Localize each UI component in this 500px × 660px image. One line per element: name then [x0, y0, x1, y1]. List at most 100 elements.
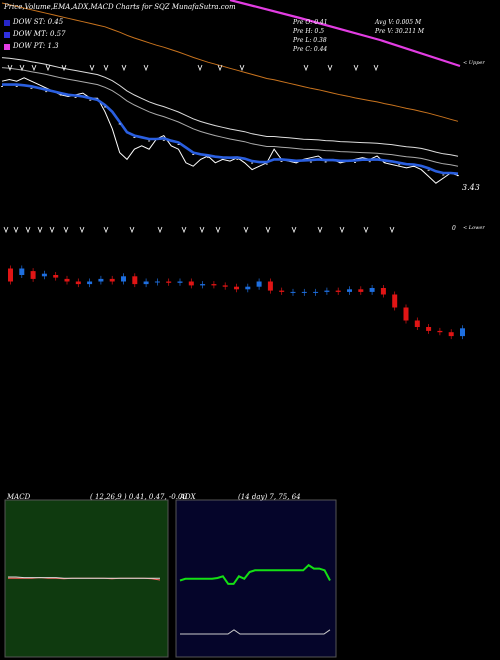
signal-chevron-lower: [339, 226, 345, 234]
candle-body: [64, 278, 70, 282]
stat-pre-open: Pre O: 0.41: [293, 19, 328, 26]
stat-pre-volume: Pre V: 30.211 M: [375, 28, 425, 35]
candle-body: [30, 271, 36, 279]
candle-body: [132, 276, 138, 285]
candle-body: [211, 284, 217, 286]
candle-body: [143, 281, 149, 285]
signal-chevron-upper: [303, 64, 309, 72]
signal-chevron-lower: [103, 226, 109, 234]
candle-body: [279, 290, 285, 292]
candle-body: [166, 281, 172, 283]
candle-body: [324, 290, 330, 292]
signal-chevron-lower: [25, 226, 31, 234]
signal-chevron-lower: [63, 226, 69, 234]
candle-body: [460, 328, 465, 337]
candle-body: [448, 332, 454, 337]
signal-chevron-lower: [3, 226, 9, 234]
candle-body: [403, 307, 409, 321]
price-line: [1, 77, 459, 184]
candle-body: [290, 291, 296, 293]
candle-body: [437, 330, 443, 333]
signal-chevron-lower: [181, 226, 187, 234]
macd-signal-line: [8, 576, 160, 579]
signal-chevron-upper: [89, 64, 95, 72]
candle-body: [392, 294, 398, 308]
candle-body: [369, 288, 375, 292]
signal-chevron-lower: [389, 226, 395, 234]
candle-body: [53, 275, 59, 278]
signal-chevron-lower: [265, 226, 271, 234]
signal-chevron-lower: [37, 226, 43, 234]
legend-label: DOW PT: 1.3: [13, 42, 59, 50]
candle-body: [200, 284, 206, 286]
candle-body: [256, 281, 262, 287]
adx-label: ADX: [180, 493, 196, 501]
signal-chevron-upper: [239, 64, 245, 72]
signal-chevron-upper: [7, 64, 13, 72]
candle-body: [87, 281, 93, 285]
signal-chevron-upper: [45, 64, 51, 72]
ema-upper-line: [1, 57, 459, 157]
candle-body: [154, 281, 160, 283]
signal-chevron-lower: [199, 226, 205, 234]
candle-body: [245, 286, 251, 290]
stat-avg-volume: Avg V: 0.005 M: [375, 19, 422, 26]
candle-body: [313, 291, 319, 293]
candle-body: [358, 289, 364, 292]
macd-label: MACD: [7, 493, 31, 501]
legend-label: DOW MT: 0.57: [13, 30, 66, 38]
legend-label: DOW ST: 0.45: [13, 18, 64, 26]
candle-body: [121, 276, 126, 282]
candle-body: [347, 289, 352, 292]
candle-body: [335, 290, 341, 292]
ema-long-line: [1, 2, 459, 122]
legend-swatch: [4, 32, 10, 38]
lower-band-label: < Lower: [463, 225, 485, 231]
signal-chevron-lower: [317, 226, 323, 234]
signal-chevron-upper: [19, 64, 25, 72]
signal-chevron-upper: [217, 64, 223, 72]
signal-chevron-upper: [31, 64, 37, 72]
adx-di-line: [179, 563, 331, 585]
chart-title: Price,Volume,EMA,ADX,MACD Charts for SQZ…: [4, 3, 236, 11]
signal-chevron-lower: [49, 226, 55, 234]
signal-chevron-lower: [215, 226, 221, 234]
signal-chevron-lower: [157, 226, 163, 234]
candle-body: [98, 278, 104, 282]
signal-chevron-lower: [243, 226, 249, 234]
adx-line: [180, 629, 331, 635]
signal-chevron-lower: [129, 226, 135, 234]
candle-body: [188, 281, 194, 286]
stat-pre-high: Pre H: 0.5: [293, 28, 325, 35]
stat-pre-low: Pre L: 0.38: [293, 37, 327, 44]
signal-chevron-upper: [197, 64, 203, 72]
candle-body: [8, 268, 13, 282]
zero-label: 0: [452, 225, 456, 232]
candle-body: [414, 320, 420, 327]
adx-params: (14 day) 7, 75, 64: [238, 493, 301, 501]
signal-chevron-lower: [13, 226, 19, 234]
signal-chevron-upper: [327, 64, 333, 72]
candle-body: [301, 291, 307, 293]
macd-params: ( 12,26,9 ) 0.41, 0.47, -0.06: [90, 493, 187, 501]
candle-body: [177, 281, 183, 283]
signal-chevron-upper: [353, 64, 359, 72]
candle-body: [267, 281, 273, 291]
candle-body: [380, 288, 386, 295]
ema-fast-line: [2, 83, 459, 175]
upper-band-label: < Upper: [463, 60, 485, 66]
signal-chevron-upper: [373, 64, 379, 72]
candle-body: [222, 285, 228, 287]
candle-body: [41, 273, 47, 277]
signal-chevron-upper: [121, 64, 127, 72]
signal-chevron-upper: [103, 64, 109, 72]
legend-swatch: [4, 44, 10, 50]
signal-chevron-upper: [143, 64, 149, 72]
ema-slow-line: [1, 67, 459, 167]
signal-chevron-lower: [79, 226, 85, 234]
candle-body: [19, 268, 25, 275]
candle-body: [234, 286, 239, 290]
signal-chevron-upper: [61, 64, 67, 72]
